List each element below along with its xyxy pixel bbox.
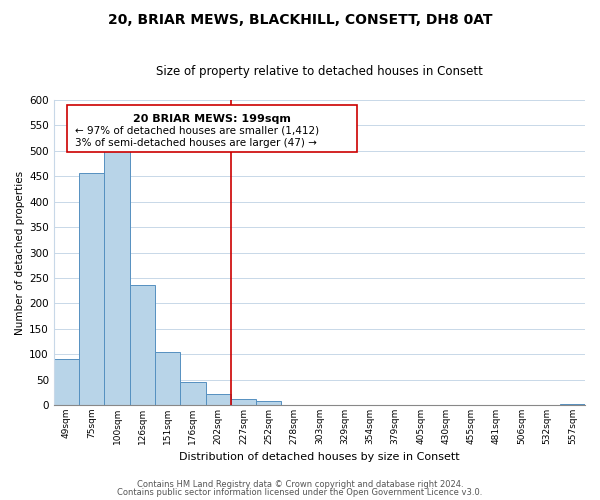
Bar xyxy=(256,402,281,405)
Bar xyxy=(79,172,104,405)
Y-axis label: Number of detached properties: Number of detached properties xyxy=(15,170,25,334)
Bar xyxy=(180,382,206,405)
Bar xyxy=(54,360,79,405)
Bar xyxy=(130,285,155,405)
Bar xyxy=(155,352,180,405)
FancyBboxPatch shape xyxy=(67,105,356,152)
Title: Size of property relative to detached houses in Consett: Size of property relative to detached ho… xyxy=(156,65,483,78)
X-axis label: Distribution of detached houses by size in Consett: Distribution of detached houses by size … xyxy=(179,452,460,462)
Text: 20 BRIAR MEWS: 199sqm: 20 BRIAR MEWS: 199sqm xyxy=(133,114,291,124)
Bar xyxy=(560,404,585,405)
Text: 3% of semi-detached houses are larger (47) →: 3% of semi-detached houses are larger (4… xyxy=(75,138,317,148)
Bar xyxy=(104,151,130,405)
Text: 20, BRIAR MEWS, BLACKHILL, CONSETT, DH8 0AT: 20, BRIAR MEWS, BLACKHILL, CONSETT, DH8 … xyxy=(108,12,492,26)
Text: Contains HM Land Registry data © Crown copyright and database right 2024.: Contains HM Land Registry data © Crown c… xyxy=(137,480,463,489)
Text: Contains public sector information licensed under the Open Government Licence v3: Contains public sector information licen… xyxy=(118,488,482,497)
Text: ← 97% of detached houses are smaller (1,412): ← 97% of detached houses are smaller (1,… xyxy=(75,126,319,136)
Bar xyxy=(231,400,256,405)
Bar xyxy=(206,394,231,405)
